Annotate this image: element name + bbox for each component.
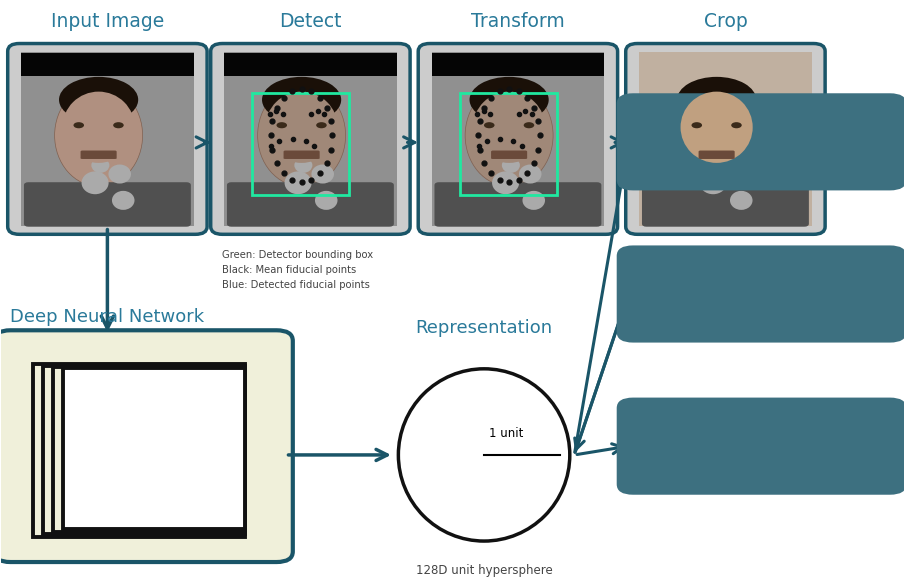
Ellipse shape [730, 191, 753, 210]
Text: Clustering: Clustering [719, 133, 804, 151]
Ellipse shape [62, 92, 135, 163]
Ellipse shape [484, 122, 494, 128]
Ellipse shape [731, 122, 742, 128]
Ellipse shape [700, 171, 727, 194]
Ellipse shape [672, 85, 760, 186]
FancyBboxPatch shape [81, 151, 117, 159]
Ellipse shape [109, 165, 131, 183]
Bar [21, 52, 194, 226]
Text: 128D unit hypersphere: 128D unit hypersphere [415, 564, 552, 577]
Bar [224, 54, 396, 76]
Ellipse shape [492, 171, 519, 194]
Text: Input Image: Input Image [51, 12, 164, 31]
Ellipse shape [473, 92, 545, 163]
FancyBboxPatch shape [699, 151, 735, 159]
FancyBboxPatch shape [625, 44, 825, 234]
FancyBboxPatch shape [81, 151, 117, 159]
FancyBboxPatch shape [491, 151, 527, 159]
FancyBboxPatch shape [491, 151, 527, 159]
Bar [493, 174, 525, 206]
Ellipse shape [276, 122, 287, 128]
Ellipse shape [677, 77, 757, 123]
Ellipse shape [398, 369, 570, 541]
FancyBboxPatch shape [283, 151, 319, 159]
FancyBboxPatch shape [211, 44, 410, 234]
Ellipse shape [731, 122, 742, 128]
Bar [432, 52, 604, 226]
Ellipse shape [465, 85, 553, 186]
Text: Deep Neural Network: Deep Neural Network [11, 308, 205, 326]
Ellipse shape [59, 77, 138, 123]
Text: Similarity Detection: Similarity Detection [679, 285, 843, 303]
FancyBboxPatch shape [283, 151, 319, 159]
Ellipse shape [276, 122, 287, 128]
Ellipse shape [54, 85, 143, 186]
Text: Transform: Transform [471, 12, 565, 31]
Bar [224, 52, 396, 226]
Text: Detect: Detect [279, 12, 342, 31]
Ellipse shape [727, 165, 749, 183]
FancyBboxPatch shape [699, 151, 735, 159]
Ellipse shape [484, 122, 494, 128]
FancyBboxPatch shape [616, 93, 905, 191]
Ellipse shape [524, 122, 534, 128]
FancyBboxPatch shape [227, 182, 394, 227]
Bar [460, 93, 557, 195]
Ellipse shape [113, 122, 124, 128]
Ellipse shape [710, 158, 728, 173]
FancyBboxPatch shape [24, 182, 191, 227]
FancyBboxPatch shape [418, 44, 617, 234]
Ellipse shape [91, 158, 110, 173]
Ellipse shape [81, 171, 109, 194]
Ellipse shape [681, 92, 753, 163]
Ellipse shape [112, 191, 135, 210]
Ellipse shape [113, 122, 124, 128]
Bar [82, 174, 114, 206]
Bar [62, 368, 245, 529]
Ellipse shape [691, 122, 702, 128]
Text: 1 unit: 1 unit [489, 427, 523, 440]
Ellipse shape [73, 122, 84, 128]
Bar [432, 54, 604, 76]
Ellipse shape [284, 171, 311, 194]
Ellipse shape [315, 191, 338, 210]
Text: Crop: Crop [703, 12, 748, 31]
Bar [252, 93, 349, 195]
Bar [639, 52, 812, 226]
FancyBboxPatch shape [616, 245, 905, 343]
Bar [286, 174, 318, 206]
Text: Classification: Classification [707, 437, 816, 455]
Ellipse shape [262, 77, 341, 123]
Ellipse shape [316, 122, 327, 128]
Ellipse shape [502, 158, 519, 173]
Bar [700, 174, 732, 206]
Ellipse shape [470, 77, 548, 123]
FancyBboxPatch shape [8, 44, 207, 234]
Ellipse shape [73, 122, 84, 128]
FancyBboxPatch shape [642, 182, 809, 227]
Ellipse shape [294, 158, 312, 173]
Ellipse shape [311, 165, 334, 183]
Ellipse shape [316, 122, 327, 128]
Ellipse shape [265, 92, 338, 163]
Ellipse shape [258, 85, 346, 186]
Bar [52, 367, 245, 532]
Ellipse shape [522, 191, 545, 210]
FancyBboxPatch shape [0, 330, 293, 562]
Ellipse shape [519, 165, 541, 183]
Bar [33, 364, 245, 537]
FancyBboxPatch shape [616, 397, 905, 495]
FancyBboxPatch shape [434, 182, 601, 227]
Bar [21, 54, 194, 76]
Ellipse shape [524, 122, 534, 128]
Ellipse shape [691, 122, 702, 128]
Bar [43, 366, 245, 534]
Text: Representation: Representation [415, 319, 553, 336]
Text: Green: Detector bounding box
Black: Mean fiducial points
Blue: Detected fiducial: Green: Detector bounding box Black: Mean… [223, 250, 374, 290]
